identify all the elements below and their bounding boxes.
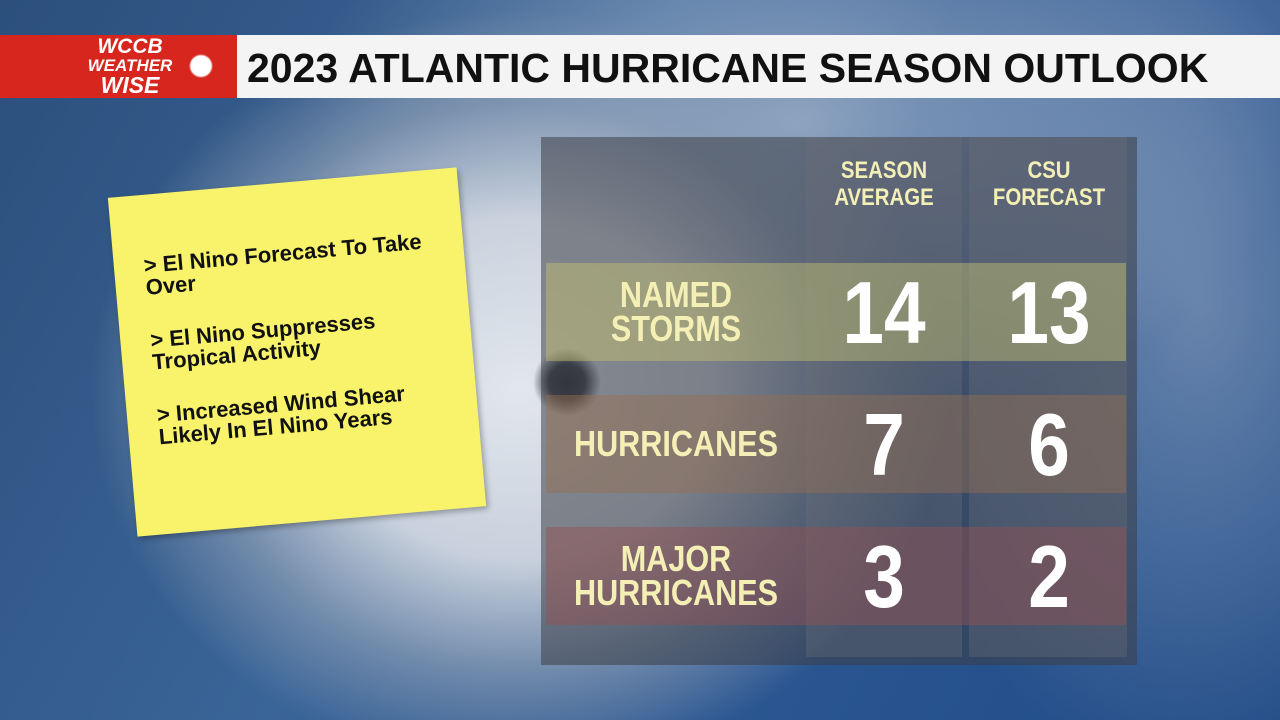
column-header: SEASON AVERAGE bbox=[834, 157, 934, 211]
cell: 13 bbox=[1007, 263, 1091, 362]
row-label: HURRICANES bbox=[573, 423, 778, 464]
logo: WCCB WEATHER WISE bbox=[0, 35, 237, 98]
logo-text: WCCB bbox=[97, 35, 163, 58]
table: SEASON AVERAGE CSU FORECAST NAMED STORMS… bbox=[541, 137, 1137, 665]
row-label: MAJOR HURRICANES bbox=[573, 538, 778, 613]
title-bar bbox=[237, 35, 1280, 98]
logo-text: WEATHER bbox=[87, 56, 173, 75]
row-label: NAMED STORMS bbox=[610, 274, 742, 349]
table-row: HURRICANES 7 6 bbox=[546, 395, 1126, 494]
logo-icon bbox=[178, 43, 224, 89]
sticky-note: > El Nino Forecast To Take Over > El Nin… bbox=[107, 167, 487, 537]
cell: 6 bbox=[1028, 395, 1070, 494]
note-item: > El Nino Forecast To Take Over bbox=[142, 228, 423, 300]
column-band bbox=[806, 137, 962, 657]
title: 2023 ATLANTIC HURRICANE SEASON OUTLOOK bbox=[247, 45, 1209, 91]
logo-text: WISE bbox=[100, 72, 160, 98]
table-row: NAMED STORMS 14 13 bbox=[546, 263, 1126, 362]
note-item: > El Nino Suppresses Tropical Activity bbox=[149, 308, 377, 375]
cell: 7 bbox=[863, 395, 905, 494]
column-band bbox=[969, 137, 1127, 657]
table-row: MAJOR HURRICANES 3 2 bbox=[546, 527, 1126, 626]
note-item: > Increased Wind Shear Likely In El Nino… bbox=[155, 380, 406, 450]
cell: 3 bbox=[863, 527, 905, 626]
column-header: CSU FORECAST bbox=[992, 157, 1106, 211]
cell: 2 bbox=[1028, 527, 1070, 626]
cell: 14 bbox=[842, 263, 926, 362]
